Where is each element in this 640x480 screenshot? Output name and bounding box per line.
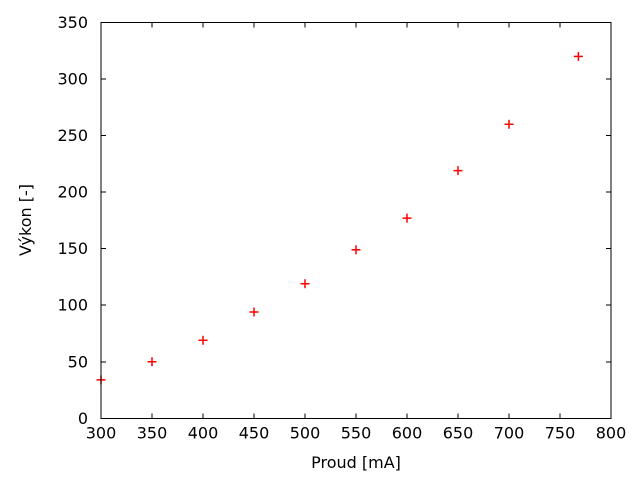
- data-point-marker: [249, 307, 259, 317]
- x-axis-title: Proud [mA]: [311, 453, 401, 472]
- x-tick-label: 750: [545, 423, 576, 442]
- data-points-layer: [96, 51, 583, 385]
- x-tick-label: 700: [494, 423, 525, 442]
- data-point-marker: [351, 245, 361, 255]
- y-tick-label: 150: [57, 239, 88, 258]
- data-point-marker: [198, 335, 208, 345]
- x-tick-label: 350: [137, 423, 168, 442]
- x-tick-label: 450: [239, 423, 270, 442]
- y-tick-label: 0: [78, 409, 88, 428]
- y-tick-label: 250: [57, 126, 88, 145]
- data-point-marker: [573, 51, 583, 61]
- x-tick-label: 500: [290, 423, 321, 442]
- y-tick-label: 300: [57, 70, 88, 89]
- tick-labels-layer: 300 350 400 450 500 550 600 650 700 750 800 0 50 100 1…: [57, 13, 626, 442]
- data-point-marker: [453, 166, 463, 176]
- x-tick-label: 400: [188, 423, 219, 442]
- y-tick-label: 350: [57, 13, 88, 32]
- data-point-marker: [402, 213, 412, 223]
- x-tick-label: 550: [341, 423, 372, 442]
- y-tick-label: 200: [57, 183, 88, 202]
- x-tick-label: 800: [596, 423, 627, 442]
- y-tick-label: 100: [57, 296, 88, 315]
- y-tick-label: 50: [68, 352, 88, 371]
- x-tick-label: 600: [392, 423, 423, 442]
- plot-border: [100, 22, 612, 419]
- axes-layer: [100, 22, 612, 419]
- data-point-marker: [147, 357, 157, 367]
- x-tick-label: 650: [443, 423, 474, 442]
- data-point-marker: [504, 119, 514, 129]
- data-point-marker: [300, 279, 310, 289]
- y-axis-title: Výkon [-]: [16, 184, 35, 256]
- x-tick-label: 300: [86, 423, 117, 442]
